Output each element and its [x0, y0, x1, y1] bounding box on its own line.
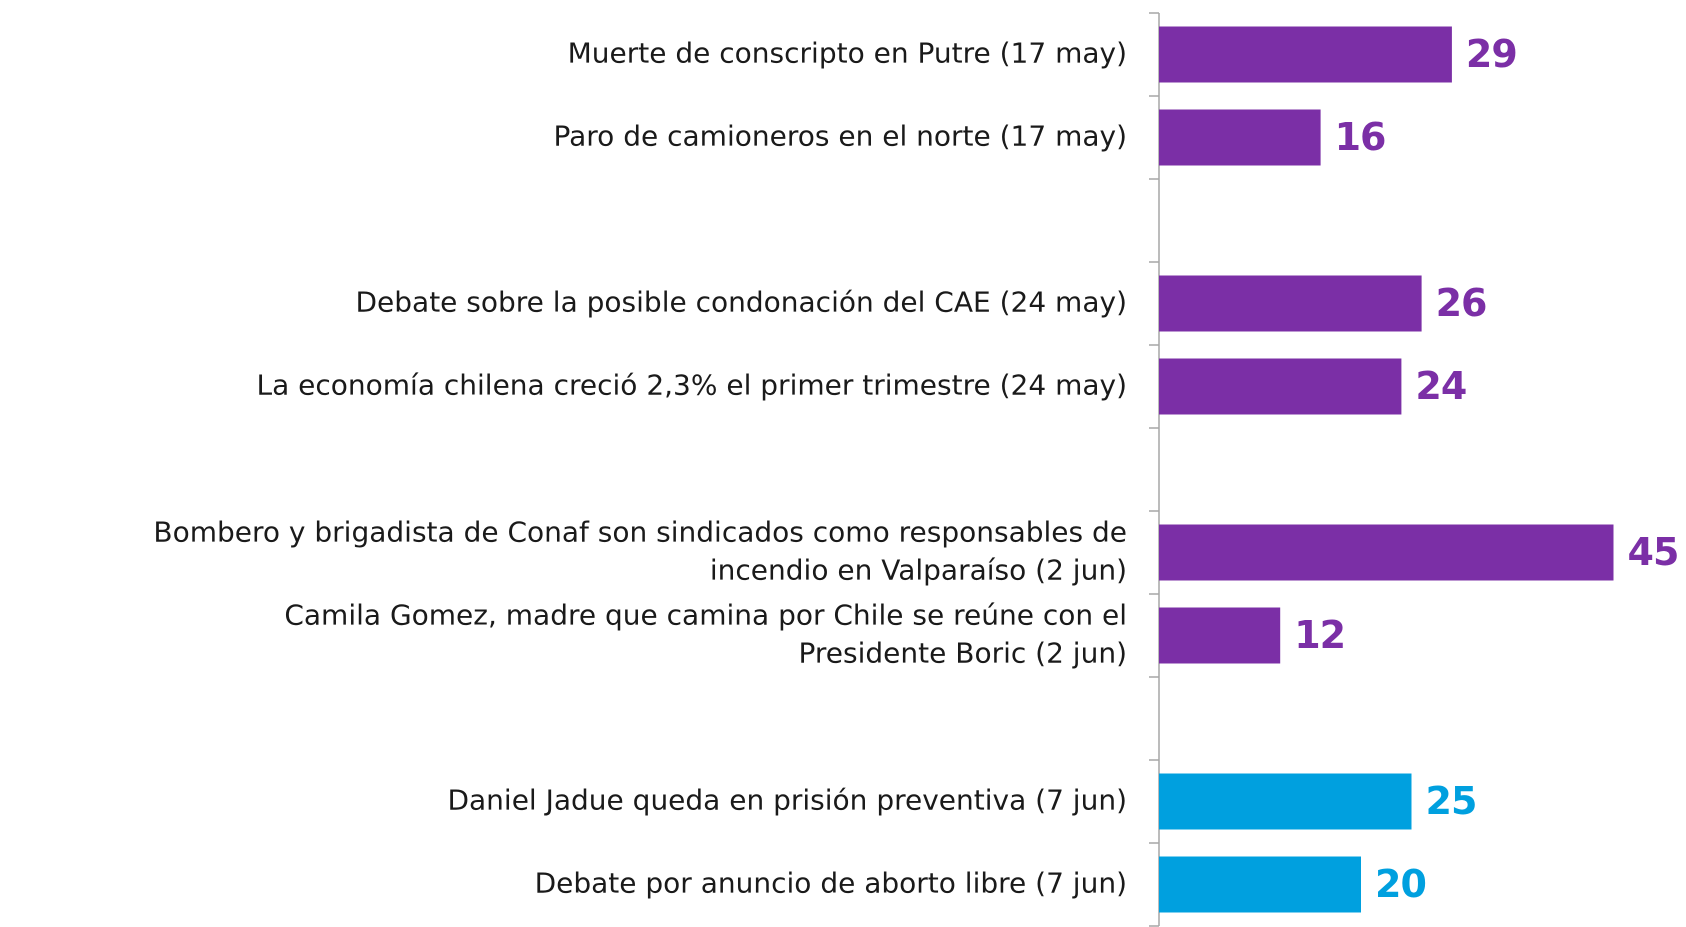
category-label: Bombero y brigadista de Conaf son sindic… — [153, 516, 1127, 587]
value-label: 29 — [1466, 32, 1517, 76]
bar — [1159, 26, 1452, 83]
value-label: 25 — [1426, 779, 1477, 823]
value-label: 12 — [1294, 613, 1345, 657]
value-label: 45 — [1628, 530, 1679, 574]
value-label: 26 — [1436, 281, 1487, 325]
bar — [1159, 856, 1361, 913]
value-label: 24 — [1415, 364, 1466, 408]
category-label: La economía chilena creció 2,3% el prime… — [256, 369, 1127, 402]
bar — [1159, 358, 1402, 415]
bar — [1159, 773, 1412, 830]
category-label: Debate por anuncio de aborto libre (7 ju… — [535, 867, 1127, 900]
value-label: 16 — [1335, 115, 1386, 159]
category-label: Muerte de conscripto en Putre (17 may) — [568, 37, 1127, 70]
value-label: 20 — [1375, 862, 1426, 906]
category-label: Camila Gomez, madre que camina por Chile… — [284, 599, 1127, 670]
category-label: Paro de camioneros en el norte (17 may) — [554, 120, 1128, 153]
bar — [1159, 109, 1321, 166]
bar — [1159, 607, 1281, 664]
category-label: Daniel Jadue queda en prisión preventiva… — [447, 784, 1127, 817]
category-label: Debate sobre la posible condonación del … — [355, 286, 1127, 319]
bar — [1159, 524, 1614, 581]
bar — [1159, 275, 1422, 332]
